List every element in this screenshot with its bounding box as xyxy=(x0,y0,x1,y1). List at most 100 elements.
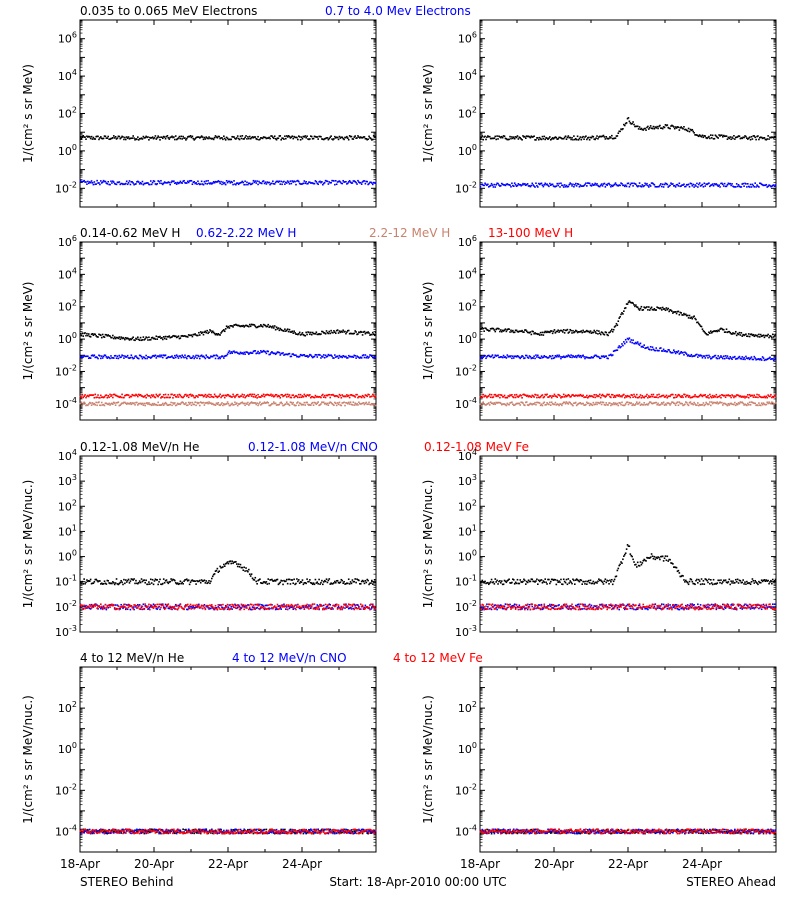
data-point xyxy=(767,402,769,405)
data-point xyxy=(624,122,627,125)
data-point xyxy=(761,403,764,406)
data-point xyxy=(594,396,596,399)
data-point xyxy=(603,356,606,359)
data-point xyxy=(603,136,606,138)
data-point xyxy=(715,329,718,332)
data-point xyxy=(108,582,110,584)
data-point xyxy=(361,354,364,357)
data-point xyxy=(126,137,129,140)
data-point xyxy=(359,331,361,334)
data-point xyxy=(242,181,245,184)
data-point xyxy=(506,354,509,356)
data-point xyxy=(354,330,356,332)
data-point xyxy=(561,137,564,140)
data-point xyxy=(616,135,619,137)
data-point xyxy=(573,355,575,358)
data-point xyxy=(684,393,686,396)
data-point xyxy=(150,337,153,339)
data-point xyxy=(544,182,547,185)
data-point xyxy=(582,354,584,357)
data-point xyxy=(131,356,134,359)
data-point xyxy=(705,354,707,357)
data-point xyxy=(738,355,741,358)
data-point xyxy=(755,138,757,141)
data-point xyxy=(747,333,750,335)
data-point xyxy=(512,396,515,399)
data-point xyxy=(564,402,567,405)
data-point xyxy=(654,396,657,399)
data-point xyxy=(146,583,148,586)
data-point xyxy=(224,183,227,186)
data-point xyxy=(210,182,212,184)
data-point xyxy=(295,354,297,357)
data-point xyxy=(602,134,605,137)
data-point xyxy=(699,325,702,327)
data-point xyxy=(497,401,499,404)
data-point xyxy=(643,127,645,130)
data-point xyxy=(193,333,196,336)
data-point xyxy=(564,329,567,332)
data-point xyxy=(214,135,217,137)
data-point xyxy=(122,396,124,399)
data-point xyxy=(254,396,257,398)
data-point xyxy=(691,317,694,320)
data-point xyxy=(227,325,230,328)
data-point xyxy=(312,182,315,185)
data-point xyxy=(568,331,571,333)
data-point xyxy=(539,138,542,140)
data-point xyxy=(151,336,154,339)
data-point xyxy=(242,324,245,327)
data-point xyxy=(146,336,148,339)
data-point xyxy=(170,336,172,339)
data-point xyxy=(702,402,705,404)
data-point xyxy=(130,338,133,341)
data-point xyxy=(502,135,505,137)
data-point xyxy=(744,333,746,336)
data-point xyxy=(184,137,186,139)
data-point xyxy=(566,355,569,358)
data-point xyxy=(602,394,605,397)
data-point xyxy=(182,401,184,404)
data-point xyxy=(115,336,118,339)
data-point xyxy=(144,581,147,584)
data-point xyxy=(263,324,266,326)
data-point xyxy=(588,404,591,407)
data-point xyxy=(334,331,336,333)
data-point xyxy=(763,403,766,406)
data-point xyxy=(282,329,284,332)
data-point xyxy=(606,393,608,396)
data-point xyxy=(552,330,555,333)
data-point xyxy=(156,182,159,185)
data-point xyxy=(232,393,234,396)
data-point xyxy=(540,403,543,406)
data-point xyxy=(635,125,637,128)
data-point xyxy=(764,403,767,406)
data-point xyxy=(746,357,748,359)
data-point xyxy=(105,137,108,139)
data-point xyxy=(285,393,287,396)
data-point xyxy=(137,402,140,405)
data-point xyxy=(161,336,163,339)
data-point xyxy=(213,181,216,184)
data-point xyxy=(577,139,580,141)
data-point xyxy=(124,338,126,341)
data-point xyxy=(738,402,741,405)
data-point xyxy=(123,138,125,141)
y-tick-label: 102 xyxy=(458,106,477,121)
data-point xyxy=(717,185,719,187)
data-point xyxy=(153,402,156,405)
data-point xyxy=(317,138,319,140)
data-point xyxy=(286,136,289,138)
data-point xyxy=(748,358,751,361)
data-point xyxy=(655,396,658,398)
data-point xyxy=(735,136,738,139)
data-point xyxy=(672,311,675,313)
data-point xyxy=(672,185,675,187)
data-point xyxy=(208,393,210,396)
data-point xyxy=(550,183,553,186)
data-point xyxy=(545,394,547,396)
data-point xyxy=(181,396,184,399)
data-point xyxy=(494,330,497,333)
data-point xyxy=(82,180,85,183)
data-point xyxy=(338,180,341,182)
